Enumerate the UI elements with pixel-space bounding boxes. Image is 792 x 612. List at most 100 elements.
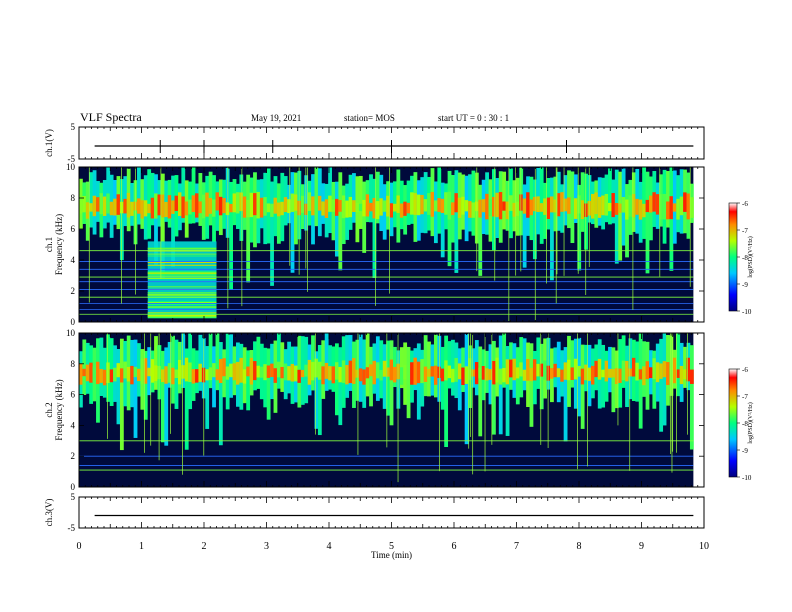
spectro-column [498,335,503,435]
spectro-core [625,199,629,220]
spectro-core [423,199,428,212]
spectro-core [290,363,295,382]
spectro-column [119,338,124,451]
spectro-column [358,175,363,229]
spectro-column [423,335,428,397]
spectro-core [239,357,244,383]
spectro-column [389,340,394,426]
spectro-core [498,191,503,220]
y-tick-label: 5 [71,122,76,132]
spectro-core [311,196,315,216]
spectro-core [491,360,496,385]
spectro-column [478,184,483,276]
spectro-core [126,192,131,218]
spectro-core [215,369,220,381]
x-tick-label: 0 [77,541,82,552]
spectro-core [594,192,599,215]
spectro-core [560,192,565,212]
spectro-column [375,171,380,224]
spectro-column [454,170,459,273]
spectro-column [317,345,322,436]
spectro-core [137,198,141,214]
spectro-core [167,195,172,219]
spectro-core [488,199,493,216]
spectrogram-fields [79,167,704,487]
spectro-core [358,368,363,382]
spectro-core [464,366,469,384]
date-label: May 19, 2021 [251,113,302,123]
spectro-core [290,193,295,212]
spectro-core [662,193,667,220]
spectro-core [608,202,612,212]
spectro-column [137,167,141,225]
x-tick-label: 5 [389,541,394,552]
spectro-column [625,184,629,258]
spectro-core [126,366,131,382]
spectro-core [406,364,411,386]
y-axis-label: ch.1(V) [44,129,54,157]
spectro-core [532,359,537,381]
spectro-core [546,365,551,381]
spectro-core [130,365,135,385]
colorbar-label: log(PSD)(V²/Hz) [747,402,754,443]
y-tick-label: 2 [71,286,76,296]
spectro-core [266,203,271,213]
spectro-core [253,361,257,381]
spectro-column [440,182,445,258]
spectro-core [642,366,646,386]
spectro-core [621,360,626,381]
spectro-column [181,167,186,223]
spectro-core [242,369,247,384]
x-tick-label: 7 [514,541,519,552]
y-tick-label: 8 [71,193,76,203]
spectro-core [512,202,517,217]
spectro-core [154,193,158,219]
spectro-core [229,203,233,213]
spectro-core [266,365,271,378]
spectro-core [618,203,623,213]
spectro-column [464,334,469,445]
colorbar [728,368,738,478]
spectro-core [236,361,240,385]
spectro-core [375,362,380,379]
spectro-core [270,203,274,217]
spectro-core [181,365,186,379]
broadband-streak [147,292,217,294]
spectro-core [570,196,575,212]
spectro-core [457,363,462,380]
broadband-streak [147,300,217,302]
spectro-core [457,197,462,218]
spectro-core [526,192,530,218]
spectro-core [440,368,445,382]
spectro-core [662,361,667,378]
spectro-core [174,369,179,379]
y-tick-label: 4 [71,420,76,430]
broadband-streak [147,312,217,314]
spectro-core [109,201,114,216]
spectro-core [259,366,264,378]
spectro-column [550,177,554,281]
spectro-column [99,337,104,396]
spectro-column [676,333,681,397]
spectro-core [567,359,571,381]
spectro-core [631,194,636,218]
spectro-core [420,359,425,384]
spectro-core [372,360,377,385]
spectro-core [601,195,606,216]
spectro-core [184,357,189,382]
spectro-column [160,350,165,443]
broadband-streak [147,302,217,304]
spectro-core [440,198,445,213]
spectro-core [198,201,203,214]
spectro-column [546,337,551,390]
spectro-core [416,361,421,384]
spectro-core [246,199,251,218]
spectro-column [532,179,537,260]
spectro-column [324,333,329,391]
spectro-column [444,335,449,448]
spectro-column [406,180,411,225]
spectro-core [454,358,459,382]
spectro-core [188,362,193,382]
broadband-streak [147,272,217,274]
